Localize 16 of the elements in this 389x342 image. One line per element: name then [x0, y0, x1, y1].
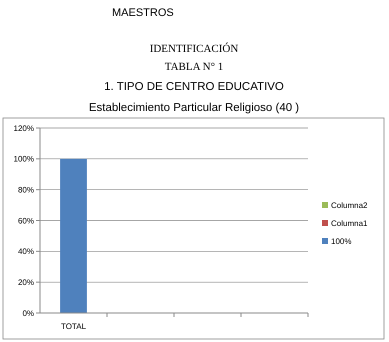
text: IDENTIFICACIÓN — [150, 42, 238, 55]
chart-title: 1. TIPO DE CENTRO EDUCATIVO — [104, 81, 284, 93]
text: TABLA N° 1 — [164, 61, 224, 73]
text: MAESTROS — [112, 7, 174, 19]
legend-label: Columna1 — [331, 218, 368, 228]
y-tick-label: 60% — [18, 216, 34, 226]
y-tick-label: 40% — [18, 247, 34, 256]
y-tick-label: 0% — [22, 308, 34, 318]
legend-label: 100% — [331, 236, 352, 246]
chart-subtitle: Establecimiento Particular Religioso (40 ) — [88, 102, 300, 114]
y-tick-label: 80% — [18, 185, 34, 194]
legend-label: Columna2 — [331, 200, 368, 210]
y-tick-label: 100% — [14, 154, 34, 164]
y-tick-label: 20% — [18, 278, 34, 287]
y-tick-label: 120% — [14, 124, 34, 133]
x-tick-label: TOTAL — [60, 322, 87, 331]
